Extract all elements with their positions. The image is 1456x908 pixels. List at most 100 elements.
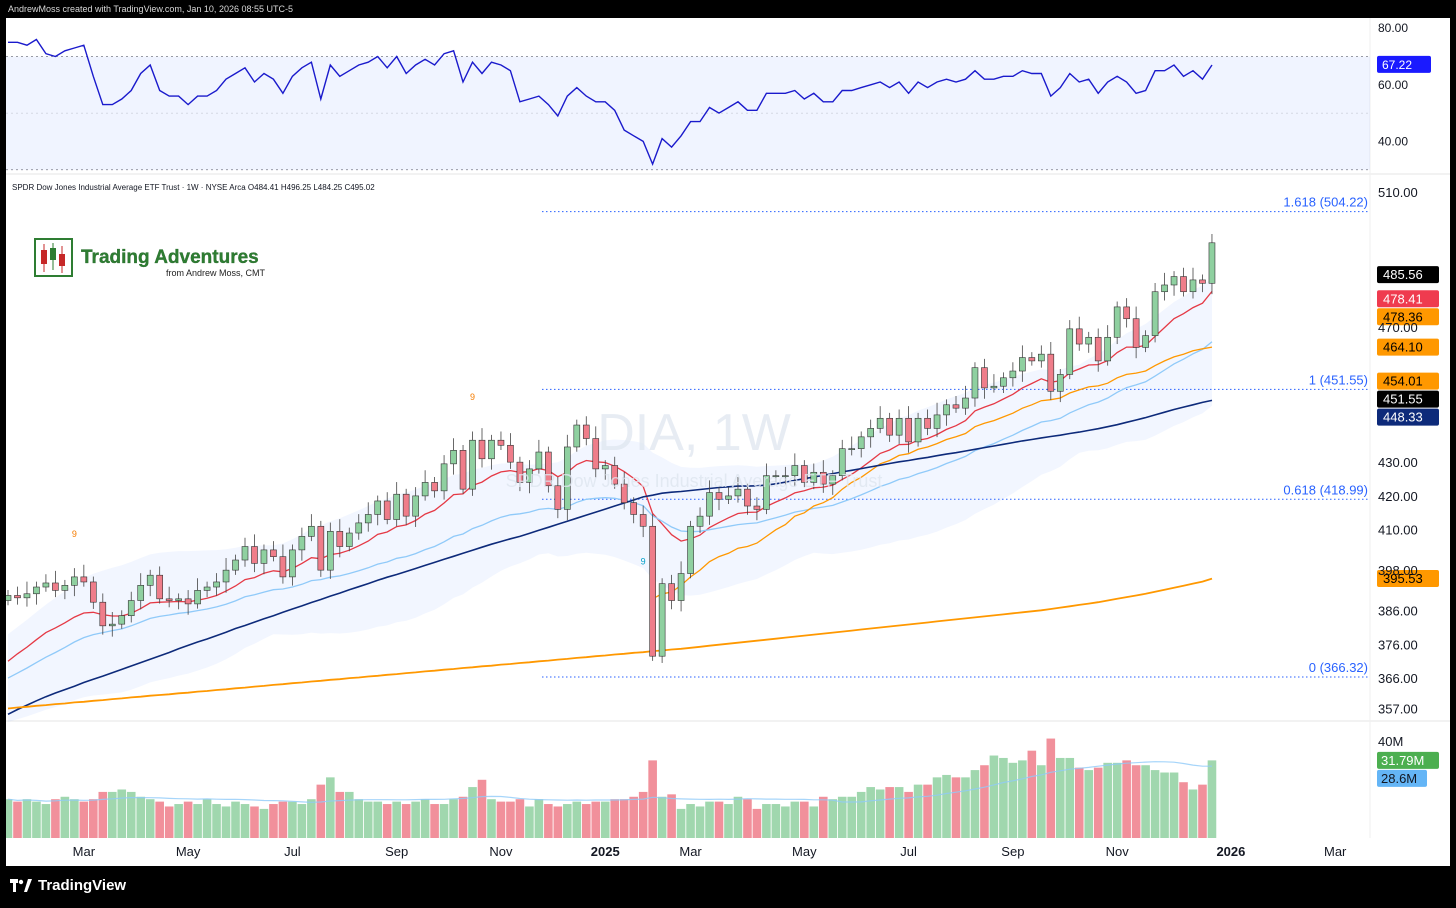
candle — [1132, 306, 1140, 359]
candle-body — [108, 623, 116, 627]
candle — [108, 611, 116, 637]
candle — [478, 428, 486, 468]
volume-bar — [326, 777, 335, 838]
volume-bar — [610, 799, 620, 838]
candle-body — [876, 417, 884, 429]
moving-average-line — [7, 290, 1213, 662]
volume-bar — [487, 799, 496, 838]
candle-body — [298, 536, 306, 551]
candle — [639, 505, 647, 538]
candle-body — [535, 451, 543, 470]
candle — [241, 537, 249, 567]
candle — [137, 573, 145, 610]
candle — [990, 374, 998, 393]
volume-bar — [572, 801, 582, 838]
volume-bar — [335, 791, 345, 838]
candle-body — [801, 465, 808, 483]
tradingview-logo-icon — [10, 878, 32, 892]
volume-bar — [695, 806, 705, 838]
candle — [127, 591, 135, 623]
candle-body — [782, 475, 789, 477]
candle — [1066, 320, 1074, 380]
volume-bar — [591, 801, 601, 838]
candle-body — [137, 585, 145, 601]
candle — [933, 402, 941, 438]
time-axis-label: May — [792, 844, 817, 859]
candle — [1123, 298, 1130, 328]
volume-bar — [316, 784, 326, 838]
candle-body — [71, 576, 78, 586]
price-axis-label: 420.00 — [1378, 489, 1418, 504]
volume-bar — [32, 801, 41, 838]
candle-body — [1189, 279, 1197, 293]
volume-bar — [1112, 762, 1122, 838]
volume-bar — [496, 801, 506, 838]
candle-body — [1104, 336, 1111, 362]
price-tag — [1377, 569, 1439, 587]
price-tag-label: 451.55 — [1383, 392, 1423, 407]
candle-body — [364, 514, 372, 524]
candle-body — [383, 500, 391, 520]
volume-bar — [1074, 767, 1084, 838]
candle-body — [478, 439, 486, 460]
candle — [734, 477, 742, 503]
candle — [687, 520, 694, 579]
candle — [497, 431, 505, 451]
candle — [611, 456, 619, 489]
candle-body — [488, 439, 495, 460]
candle-body — [933, 414, 941, 429]
candle-body — [687, 525, 694, 574]
candle — [526, 460, 533, 494]
candle-body — [14, 595, 21, 599]
volume-bar — [1122, 760, 1131, 838]
candle — [810, 463, 818, 490]
volume-bar — [638, 791, 648, 838]
candle — [469, 431, 476, 496]
chart-svg[interactable]: 80.00 60.00 40.00 67.22 1.618 (504.22) 1 (45… — [3, 18, 1450, 866]
candle-body — [127, 600, 135, 617]
volume-bar — [259, 808, 269, 838]
volume-bar — [989, 755, 999, 838]
candle — [535, 439, 543, 474]
candle — [601, 460, 609, 480]
candle — [952, 396, 960, 413]
volume-bar — [1037, 765, 1046, 838]
time-axis-label: Jul — [284, 844, 301, 859]
candle — [488, 434, 495, 470]
volume-bar — [856, 791, 866, 838]
candle — [696, 507, 704, 534]
volume-bar — [1160, 772, 1169, 838]
candle-body — [857, 436, 865, 449]
volume-bar — [278, 801, 288, 838]
candle-body — [1066, 328, 1074, 375]
candle-body — [1047, 353, 1055, 392]
candle — [270, 541, 277, 562]
volume-bar — [193, 804, 202, 838]
candle-body — [772, 475, 780, 477]
volume-bar — [847, 796, 857, 838]
candle-body — [791, 465, 799, 476]
candle — [630, 497, 637, 524]
long-moving-average-line — [7, 577, 1213, 710]
candle — [165, 586, 173, 608]
volume-bar — [866, 787, 875, 838]
candle-body — [1075, 328, 1083, 345]
candle — [857, 431, 865, 458]
plot-area[interactable]: 80.00 60.00 40.00 67.22 1.618 (504.22) 1 (45… — [3, 18, 1450, 866]
candle-body — [1038, 353, 1045, 362]
candle — [545, 446, 552, 493]
candle — [658, 578, 666, 663]
volume-bar — [458, 796, 468, 838]
candle — [829, 470, 837, 495]
candle — [620, 471, 628, 510]
candle — [1056, 369, 1064, 403]
volume-bar — [600, 801, 610, 838]
candle — [819, 460, 827, 493]
candle-body — [241, 546, 249, 561]
volume-bar — [401, 804, 411, 838]
volume-bar — [3, 799, 13, 838]
candle-body — [744, 488, 751, 507]
price-tag-label: 464.10 — [1383, 340, 1423, 355]
candle-body — [270, 549, 277, 557]
candle — [895, 409, 903, 444]
